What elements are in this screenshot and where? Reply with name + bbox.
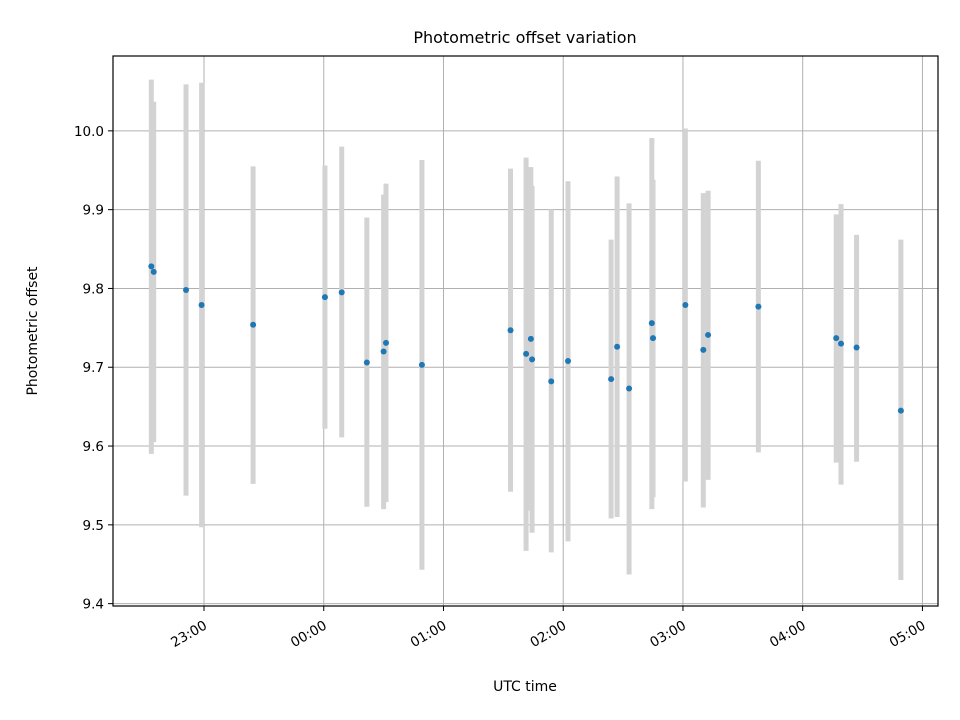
y-tick-label: 9.4 <box>83 597 104 613</box>
data-point <box>148 263 155 270</box>
data-point <box>608 376 615 383</box>
y-tick-label: 10.0 <box>74 124 104 140</box>
data-point <box>380 348 387 355</box>
y-axis-label: Photometric offset <box>25 266 41 396</box>
data-point <box>648 320 655 327</box>
data-point <box>183 287 190 294</box>
data-point <box>897 407 904 414</box>
data-point <box>755 303 762 310</box>
data-point <box>523 350 530 357</box>
data-point <box>383 339 390 346</box>
data-point <box>705 331 712 338</box>
data-point <box>198 301 205 308</box>
data-point <box>529 356 536 363</box>
data-point <box>418 361 425 368</box>
data-point <box>614 343 621 350</box>
data-point <box>321 294 328 301</box>
y-tick-label: 9.6 <box>83 439 104 455</box>
data-point <box>853 344 860 351</box>
data-point <box>700 346 707 353</box>
data-point <box>626 385 633 392</box>
data-point <box>548 378 555 385</box>
data-point <box>527 335 534 342</box>
data-point <box>338 289 345 296</box>
data-point <box>565 357 572 364</box>
data-points <box>148 263 904 414</box>
chart-title: Photometric offset variation <box>413 28 636 47</box>
data-point <box>682 301 689 308</box>
plot-frame <box>112 55 939 607</box>
data-point <box>833 335 840 342</box>
y-tick-label: 9.9 <box>83 203 104 219</box>
y-axis-ticks: 9.4 9.5 9.6 9.7 9.8 9.9 10.0 <box>74 124 113 613</box>
data-point <box>363 359 370 366</box>
data-point <box>650 335 657 342</box>
x-axis-label: UTC time <box>493 679 557 695</box>
data-point <box>150 268 157 275</box>
y-tick-label: 9.7 <box>83 360 104 376</box>
data-point <box>250 321 257 328</box>
y-tick-label: 9.8 <box>83 281 104 297</box>
data-point <box>507 327 514 334</box>
y-tick-label: 9.5 <box>83 518 104 534</box>
data-point <box>838 340 845 347</box>
